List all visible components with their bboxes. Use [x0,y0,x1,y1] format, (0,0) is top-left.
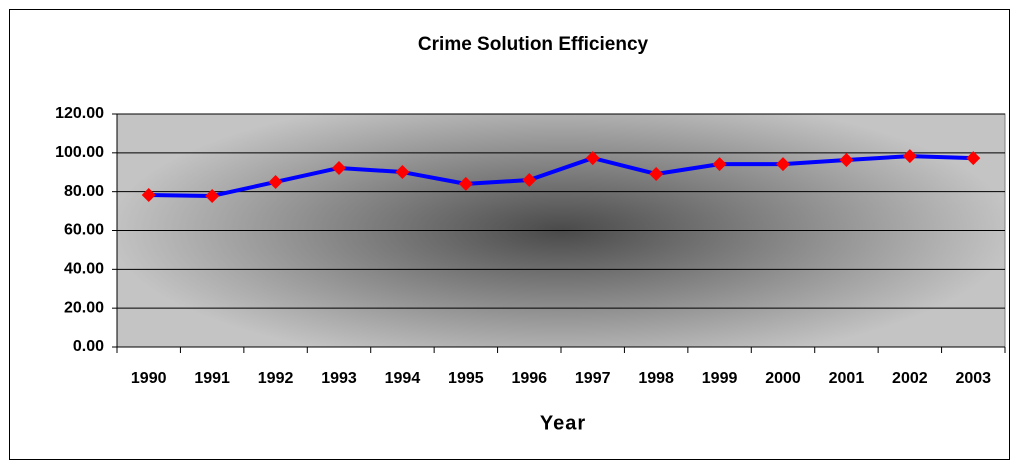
y-tick-label: 0.00 [73,338,104,355]
marker [141,187,156,202]
y-tick-label: 100.00 [55,144,104,161]
y-tick-label: 60.00 [64,222,104,239]
marker [522,173,537,188]
x-tick-label: 2000 [765,370,801,387]
marker [332,160,346,175]
marker [902,149,917,164]
y-tick-label: 80.00 [64,183,104,200]
marker [205,188,220,203]
x-tick-label: 1997 [575,370,611,387]
y-tick-label: 40.00 [64,261,104,278]
chart-title: Crime Solution Efficiency [418,34,649,55]
x-tick-label: 1998 [638,370,674,387]
x-tick-label: 1994 [385,370,421,387]
marker [966,151,981,166]
x-tick-label: 2003 [955,370,991,387]
y-tick-label: 20.00 [64,299,104,316]
x-tick-label: 2002 [892,370,928,387]
x-tick-label: 1991 [194,370,230,387]
x-tick-label: 1996 [511,370,547,387]
x-tick-label: 1993 [321,370,357,387]
marker [649,166,664,181]
x-axis-label: Year [540,412,586,434]
x-tick-label: 1999 [702,370,738,387]
marker [712,157,727,172]
marker [585,151,600,166]
y-tick-label: 120.00 [55,105,104,122]
marker [268,174,283,189]
x-tick-label: 1995 [448,370,484,387]
x-tick-label: 1990 [131,370,167,387]
marker [395,165,410,180]
series-line [148,154,974,198]
x-tick-label: 1992 [258,370,294,387]
marker [458,176,473,191]
marker [776,157,790,172]
marker [839,153,854,168]
x-tick-label: 2001 [829,370,865,387]
